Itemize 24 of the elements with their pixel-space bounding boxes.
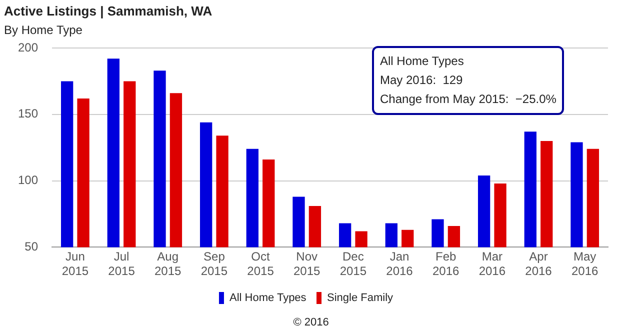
x-tick-label: Nov 2015 — [293, 250, 321, 278]
chart-subtitle: By Home Type — [4, 23, 83, 38]
x-tick-label: Dec 2015 — [340, 250, 367, 278]
x-tick-label: Oct 2015 — [247, 250, 274, 278]
x-tick-label: Jun 2015 — [62, 250, 89, 278]
x-tick-label: Jul 2015 — [108, 250, 136, 278]
annotation: May 2016: 129 — [380, 72, 464, 89]
x-tick-label: Apr 2016 — [525, 250, 552, 278]
x-tick-label: Aug 2015 — [154, 250, 182, 278]
y-tick-label: 200 — [18, 40, 38, 54]
text: © 2016 — [293, 316, 329, 329]
x-tick-label: Sep 2015 — [200, 250, 228, 278]
annotation: Change from May 2015: −25.0% — [380, 91, 556, 108]
legend-label: Single Family — [327, 292, 394, 304]
y-tick-label: 50 — [24, 240, 38, 254]
x-tick-label: Jan 2016 — [386, 250, 414, 278]
x-tick-label: Feb 2016 — [432, 250, 460, 278]
x-tick-label: May 2016 — [571, 250, 599, 278]
x-tick-label: Mar 2016 — [478, 250, 506, 278]
annotation: All Home Types — [380, 53, 465, 70]
legend-label: All Home Types — [229, 292, 307, 304]
y-tick-label: 100 — [18, 173, 38, 188]
chart-title: Active Listings | Sammamish, WA — [4, 3, 213, 18]
y-tick-label: 150 — [18, 106, 38, 121]
